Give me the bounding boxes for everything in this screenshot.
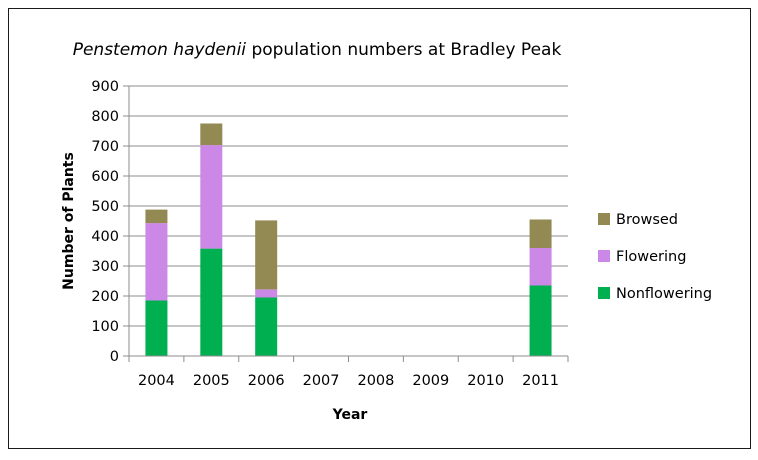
y-tick-label: 800 [91,109,119,125]
legend: Browsed Flowering Nonflowering [598,212,712,302]
y-axis-title: Number of Plants [61,152,77,290]
y-tick-label: 200 [91,289,119,305]
bar-nonflowering-2005 [200,248,223,356]
x-tick-label: 2010 [467,373,504,389]
x-tick-label: 2004 [138,373,175,389]
x-tick-label: 2009 [412,373,449,389]
bars [145,123,552,356]
y-tick-label: 700 [91,139,119,155]
y-tick-label: 400 [91,229,119,245]
x-axis-title: Year [332,407,368,423]
x-tick-labels: 2004 2005 2006 2007 2008 2009 2010 2011 [138,373,559,389]
legend-swatch-flowering [598,250,610,262]
x-tick-label: 2007 [303,373,340,389]
legend-swatch-nonflowering [598,287,610,299]
x-tick-label: 2011 [522,373,559,389]
y-tick-label: 300 [91,259,119,275]
y-tick-labels: 0 100 200 300 400 500 600 700 800 900 [91,79,119,365]
y-tick-label: 900 [91,79,119,95]
x-tick-label: 2005 [193,373,230,389]
legend-label-nonflowering: Nonflowering [616,286,712,302]
bar-flowering-2004 [145,223,168,301]
bar-browsed-2006 [255,220,278,290]
chart-title: Penstemon haydenii population numbers at… [73,40,562,60]
chart-frame [8,8,751,449]
bar-flowering-2005 [200,145,223,249]
y-tick-label: 0 [110,349,119,365]
chart-title-italic: Penstemon haydenii [73,40,247,60]
bar-flowering-2006 [255,289,278,298]
bar-browsed-2011 [529,219,552,248]
bar-nonflowering-2004 [145,300,168,356]
y-tick-label: 500 [91,199,119,215]
x-tick-label: 2008 [357,373,394,389]
bar-browsed-2004 [145,209,168,224]
gridlines [123,85,568,357]
y-tick-label: 100 [91,319,119,335]
bar-flowering-2011 [529,248,552,286]
legend-label-browsed: Browsed [616,212,678,228]
bar-browsed-2005 [200,123,223,146]
y-tick-label: 600 [91,169,119,185]
bar-nonflowering-2011 [529,285,552,356]
legend-label-flowering: Flowering [616,249,686,265]
chart-title-rest: population numbers at Bradley Peak [246,40,561,60]
x-tick-label: 2006 [248,373,285,389]
legend-swatch-browsed [598,213,610,225]
axes [128,86,569,362]
bar-nonflowering-2006 [255,297,278,356]
